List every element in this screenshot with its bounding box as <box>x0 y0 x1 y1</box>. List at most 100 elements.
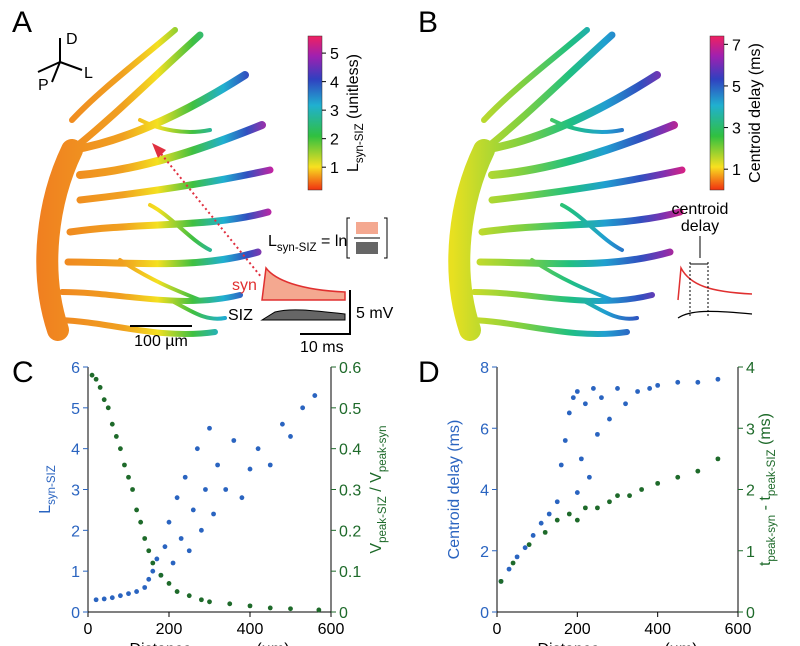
data-point <box>510 560 516 566</box>
data-point <box>186 548 192 554</box>
y-tick-label: 2 <box>71 523 80 540</box>
data-point <box>267 462 273 468</box>
data-point <box>542 529 548 535</box>
data-point <box>113 434 119 439</box>
axis-d: D <box>66 31 78 48</box>
data-point <box>655 480 661 486</box>
colorbar-tick-label: 7 <box>732 37 741 54</box>
y2-tick-label: 0 <box>339 605 348 622</box>
label: Centroid delay (ms) <box>747 43 764 183</box>
data-point <box>526 542 532 548</box>
label: Lsyn-SIZ <box>37 465 58 514</box>
label-text: L <box>268 233 277 250</box>
data-point <box>194 446 200 452</box>
data-point <box>93 376 99 382</box>
data-point <box>578 456 584 462</box>
colorbar-tick-label: 5 <box>330 46 339 63</box>
data-point <box>538 520 544 526</box>
data-point <box>109 421 115 427</box>
x-tick-label: 200 <box>156 621 183 638</box>
data-point <box>130 487 135 492</box>
data-point <box>635 389 640 394</box>
data-point <box>522 545 528 551</box>
data-point <box>231 438 237 443</box>
syn-trace <box>261 266 346 301</box>
data-point <box>498 578 504 584</box>
label-text: = ln <box>317 233 348 250</box>
data-point <box>554 499 560 505</box>
x-tick-label: 0 <box>84 621 93 638</box>
data-point <box>199 527 204 533</box>
data-point <box>118 593 123 599</box>
colorbar-tick-label: 5 <box>732 79 741 96</box>
label: Distancesyn-origin A (µm) <box>537 641 697 646</box>
label-text: Distance <box>537 641 599 646</box>
label-text: (ms) <box>757 413 774 449</box>
data-point <box>227 601 233 607</box>
x-tick-label: 600 <box>725 621 752 638</box>
data-point <box>105 405 111 411</box>
label-text: L <box>345 163 362 172</box>
label: tpeak-syn - tpeak-SIZ (ms) <box>757 413 778 566</box>
label-text: Distance <box>129 641 191 646</box>
axes-frame <box>87 367 332 613</box>
data-point <box>211 511 216 517</box>
data-point <box>166 519 172 525</box>
data-point <box>190 507 196 513</box>
data-point <box>101 397 107 403</box>
data-point <box>607 416 612 422</box>
label: Lsyn-SIZ (unitless) <box>345 54 366 172</box>
data-point <box>170 560 176 566</box>
data-point <box>288 606 293 612</box>
eq-box-siz <box>356 242 378 254</box>
data-point <box>174 589 180 594</box>
y-tick-label: 6 <box>480 421 489 438</box>
data-point <box>300 405 306 411</box>
data-point <box>247 466 253 472</box>
data-point <box>178 536 184 541</box>
orientation-axes <box>37 38 83 83</box>
bracket <box>346 217 388 259</box>
y-tick-label: 5 <box>71 401 80 418</box>
data-point <box>627 493 632 499</box>
data-point <box>574 490 580 495</box>
siz-trace <box>260 309 346 321</box>
x-tick-label: 200 <box>564 621 591 638</box>
x-tick-label: 0 <box>493 621 502 638</box>
data-point <box>154 556 160 562</box>
data-point <box>162 544 168 550</box>
colorbar-tick-label: 2 <box>330 132 339 149</box>
y-tick-label: 4 <box>71 442 80 459</box>
data-point <box>312 393 318 398</box>
data-point <box>134 507 140 513</box>
colorbar-tick-label: 3 <box>732 121 741 138</box>
data-point <box>126 591 131 597</box>
label-text: V <box>368 543 385 554</box>
y2-tick-label: 0 <box>746 605 755 622</box>
label-sub: peak-SIZ <box>766 449 778 496</box>
y-tick-label: 4 <box>480 483 489 500</box>
centroid-lines <box>689 262 709 316</box>
data-point <box>146 548 152 554</box>
y-tick-label: 0 <box>71 605 80 622</box>
data-point <box>255 446 261 452</box>
data-point <box>288 434 293 439</box>
scale-v: 5 mV <box>356 305 394 322</box>
axis-p: P <box>38 77 49 94</box>
data-point <box>101 596 107 602</box>
data-point <box>574 389 580 394</box>
data-point <box>146 576 152 582</box>
y-tick-label: 1 <box>71 564 80 581</box>
data-point <box>182 474 188 480</box>
annotation: centroid <box>672 201 729 218</box>
data-point <box>166 581 172 586</box>
data-point <box>267 605 273 611</box>
panel-label: B <box>418 6 438 39</box>
scale-t: 10 ms <box>300 339 344 356</box>
colorbar-tick-label: 1 <box>330 160 339 177</box>
data-point <box>566 511 572 517</box>
data-point <box>215 462 221 468</box>
axes-frame <box>496 367 739 613</box>
label-sub: syn-SIZ <box>277 242 317 254</box>
